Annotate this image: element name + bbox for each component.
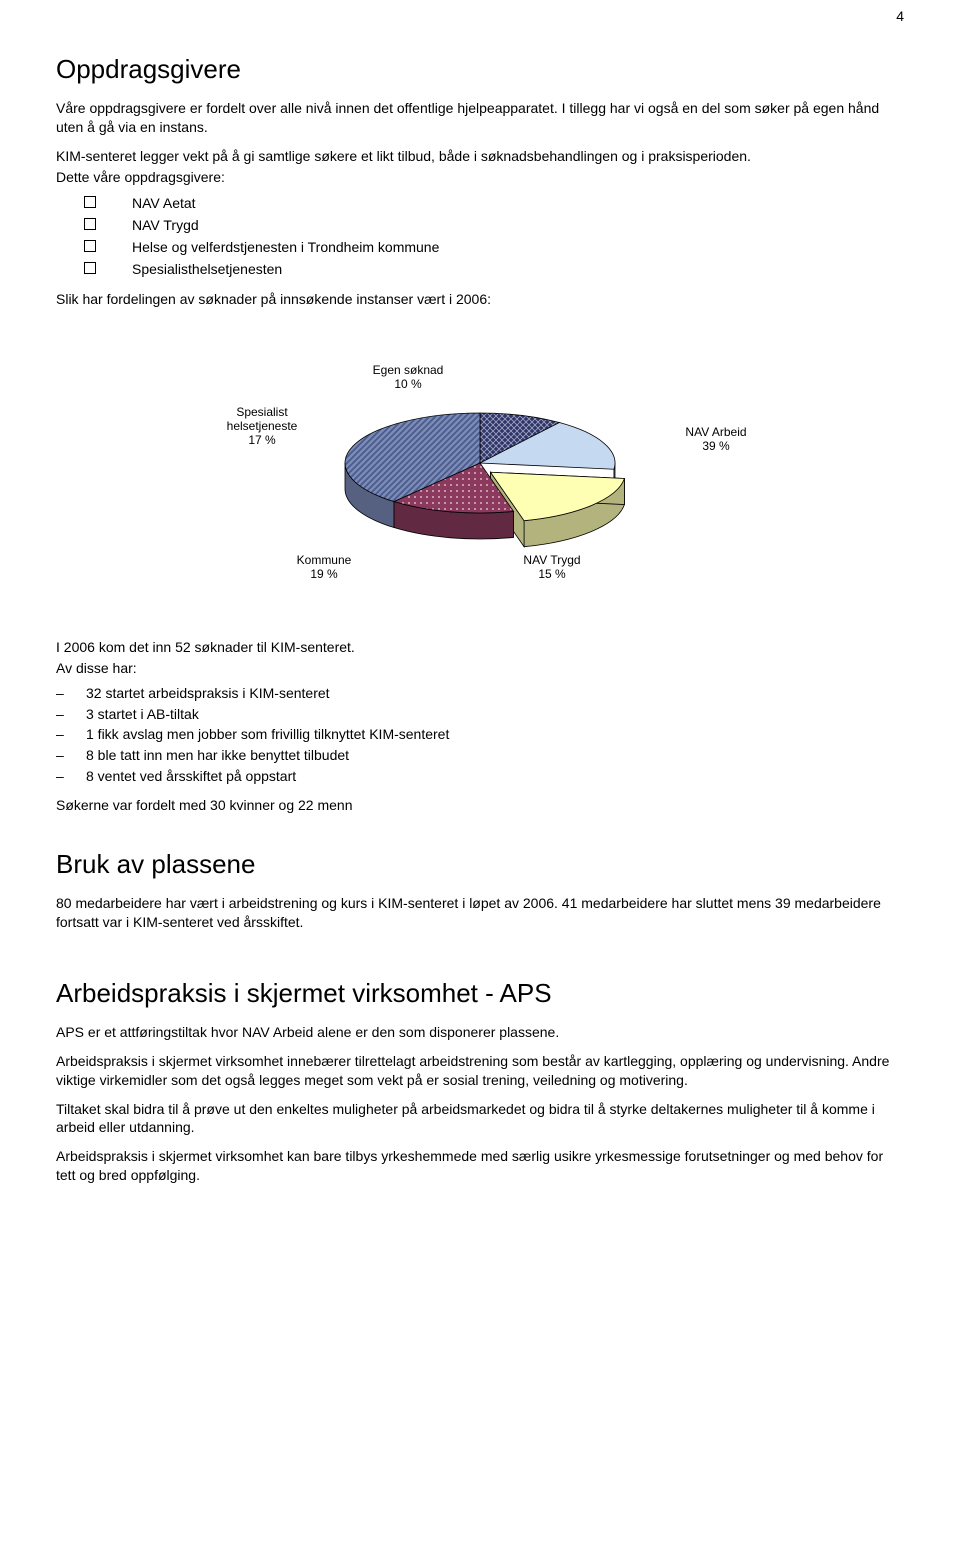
paragraph: Arbeidspraksis i skjermet virksomhet kan… — [56, 1147, 904, 1185]
checklist: NAV AetatNAV TrygdHelse og velferdstjene… — [56, 193, 904, 280]
checkbox-icon — [84, 196, 96, 208]
paragraph: I 2006 kom det inn 52 søknader til KIM-s… — [56, 638, 904, 657]
list-item-label: 1 fikk avslag men jobber som frivillig t… — [86, 725, 449, 745]
list-item-label: 3 startet i AB-tiltak — [86, 705, 199, 725]
document-page: 4 Oppdragsgivere Våre oppdragsgivere er … — [0, 0, 960, 1235]
list-item: –1 fikk avslag men jobber som frivillig … — [56, 725, 904, 745]
dash-icon: – — [56, 767, 86, 787]
page-number: 4 — [896, 8, 904, 24]
paragraph: 80 medarbeidere har vært i arbeidstrenin… — [56, 894, 904, 932]
dash-icon: – — [56, 725, 86, 745]
dash-list: –32 startet arbeidspraksis i KIM-sentere… — [56, 684, 904, 786]
paragraph: Tiltaket skal bidra til å prøve ut den e… — [56, 1100, 904, 1138]
checkbox-icon — [84, 240, 96, 252]
pie-label-kommune: Kommune19 % — [297, 553, 352, 581]
checklist-label: Helse og velferdstjenesten i Trondheim k… — [132, 237, 439, 258]
dash-icon: – — [56, 705, 86, 725]
list-item: –32 startet arbeidspraksis i KIM-sentere… — [56, 684, 904, 704]
checkbox-icon — [84, 218, 96, 230]
checklist-item: NAV Trygd — [56, 215, 904, 236]
list-item-label: 8 ble tatt inn men har ikke benyttet til… — [86, 746, 349, 766]
checklist-label: NAV Trygd — [132, 215, 199, 236]
list-item-label: 32 startet arbeidspraksis i KIM-senteret — [86, 684, 330, 704]
checkbox-icon — [84, 262, 96, 274]
pie-label-trygd: NAV Trygd15 % — [523, 553, 580, 581]
heading-aps: Arbeidspraksis i skjermet virksomhet - A… — [56, 978, 904, 1009]
list-item-label: 8 ventet ved årsskiftet på oppstart — [86, 767, 296, 787]
paragraph: Av disse har: — [56, 659, 904, 678]
dash-icon: – — [56, 684, 86, 704]
paragraph: Arbeidspraksis i skjermet virksomhet inn… — [56, 1052, 904, 1090]
paragraph: Dette våre oppdragsgivere: — [56, 168, 904, 187]
heading-oppdragsgivere: Oppdragsgivere — [56, 54, 904, 85]
paragraph: Våre oppdragsgivere er fordelt over alle… — [56, 99, 904, 137]
checklist-label: NAV Aetat — [132, 193, 196, 214]
list-item: –8 ventet ved årsskiftet på oppstart — [56, 767, 904, 787]
pie-label-egen: Egen søknad10 % — [373, 363, 444, 391]
paragraph: Slik har fordelingen av søknader på inns… — [56, 290, 904, 309]
paragraph: KIM-senteret legger vekt på å gi samtlig… — [56, 147, 904, 166]
dash-icon: – — [56, 746, 86, 766]
pie-label-arbeid: NAV Arbeid39 % — [685, 425, 746, 453]
heading-bruk-av-plassene: Bruk av plassene — [56, 849, 904, 880]
pie-chart: Egen søknad10 % Spesialisthelsetjeneste17… — [56, 338, 904, 598]
paragraph: Søkerne var fordelt med 30 kvinner og 22… — [56, 796, 904, 815]
checklist-item: Helse og velferdstjenesten i Trondheim k… — [56, 237, 904, 258]
checklist-label: Spesialisthelsetjenesten — [132, 259, 282, 280]
list-item: –8 ble tatt inn men har ikke benyttet ti… — [56, 746, 904, 766]
checklist-item: NAV Aetat — [56, 193, 904, 214]
list-item: –3 startet i AB-tiltak — [56, 705, 904, 725]
paragraph: APS er et attføringstiltak hvor NAV Arbe… — [56, 1023, 904, 1042]
checklist-item: Spesialisthelsetjenesten — [56, 259, 904, 280]
pie-label-spesial: Spesialisthelsetjeneste17 % — [227, 405, 298, 447]
